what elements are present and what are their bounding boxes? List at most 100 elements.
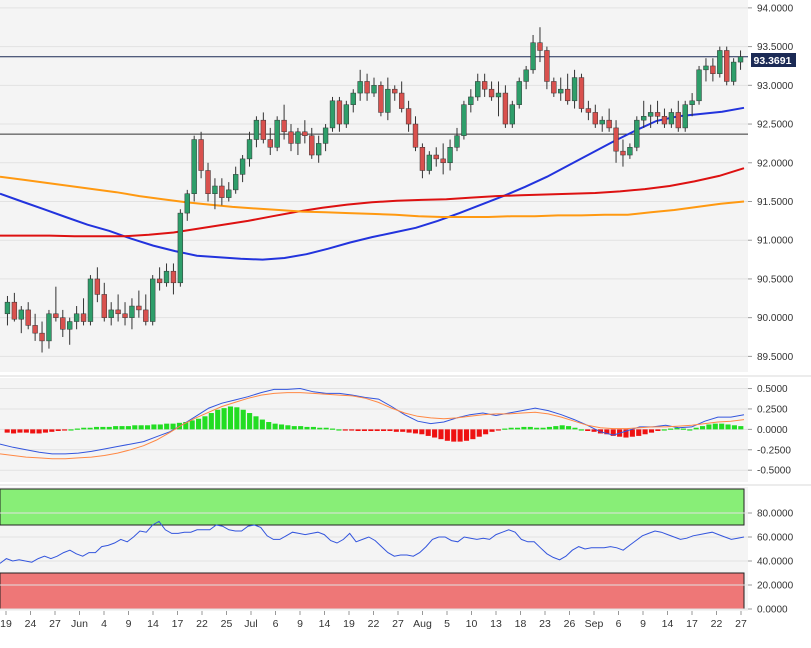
macd-histogram-bar [719,423,725,430]
macd-gridlines [0,388,748,471]
candle-body [537,42,543,51]
macd-histogram-bar [623,429,629,438]
macd-histogram-bar [725,424,731,430]
macd-histogram [4,406,744,442]
candle-body [150,278,156,322]
macd-histogram-bar [661,429,667,431]
rsi-zone-band [0,488,745,526]
candle-body [544,50,550,82]
candle-body [592,112,598,125]
candle-body [329,100,336,129]
candle-body [461,104,467,136]
x-tick-label: 5 [444,618,450,630]
macd-histogram-bar [610,429,616,436]
y-tick-label: 93.0000 [757,81,794,92]
y-tick-label: -0.2500 [757,445,791,456]
x-tick-label: 19 [0,618,12,630]
macd-histogram-bar [291,426,297,430]
macd-histogram-bar [202,416,208,430]
macd-histogram-bar [170,423,176,430]
candle-body [481,81,488,90]
macd-histogram-bar [546,426,552,430]
macd-histogram-bar [329,428,336,430]
candle-body [710,65,716,74]
candle-body [488,88,495,98]
x-tick-label: 22 [711,618,723,630]
candle-body [551,81,557,94]
macd-histogram-bar [463,429,470,441]
macd-histogram-bar [412,429,419,434]
macd-histogram-bar [323,427,329,430]
candle-body [101,294,107,318]
candle-body [260,119,267,140]
candle-body [239,158,246,175]
candle-body [253,119,260,140]
y-tick-label: 60.0000 [757,533,794,544]
candle-body [578,77,585,109]
macd-histogram-bar [151,424,157,430]
x-tick-label: Aug [413,618,432,630]
candle-body [523,69,529,82]
macd-histogram-bar [234,407,240,430]
macd-histogram-bar [738,426,744,430]
candle-body [274,119,280,148]
macd-histogram-bar [183,422,189,430]
macd-histogram-bar [125,426,131,430]
macd-histogram-bar [483,429,489,435]
candle-body [378,85,384,113]
macd-histogram-bar [278,424,285,430]
macd-histogram-bar [387,429,393,431]
macd-line [0,387,745,455]
candle-body [661,116,668,125]
macd-histogram-bar [393,429,399,432]
moving-average-lines [0,106,745,261]
macd-histogram-bar [521,426,527,430]
candle-body [18,309,24,320]
x-tick-label: Sep [585,618,604,630]
macd-histogram-bar [419,429,425,435]
candle-body [163,270,170,284]
candle-body [115,309,121,315]
x-tick-label: 27 [735,618,747,630]
candle-body [46,313,52,342]
candle-body [717,50,723,74]
macd-signal-lines [0,387,745,460]
y-tick-label: 93.5000 [757,42,794,53]
macd-histogram-bar [30,429,36,434]
x-tick-label: 17 [172,618,184,630]
x-tick-label: 9 [126,618,132,630]
y-tick-label: 0.5000 [757,384,788,395]
macd-histogram-bar [266,422,272,430]
y-tick-label: 20.0000 [757,581,794,592]
x-tick-label: 6 [616,618,622,630]
macd-histogram-bar [253,416,259,430]
candle-body [143,309,149,322]
macd-histogram-bar [648,429,655,433]
x-tick-label: 27 [392,618,404,630]
macd-histogram-bar [138,425,144,430]
macd-histogram-bar [259,419,265,430]
candle-body [682,104,688,129]
macd-histogram-bar [553,426,559,430]
macd-panel: 0.5000 0.2500 0.0000 -0.2500 -0.5000 [0,378,791,482]
y-tick-label: 89.5000 [757,352,794,363]
candle-body [129,305,135,318]
macd-histogram-bar [578,429,584,431]
macd-histogram-bar [355,429,361,431]
macd-histogram-bar [361,429,367,431]
x-tick-label: 9 [640,618,646,630]
candle-body [419,147,426,171]
x-tick-label: 9 [297,618,303,630]
macd-histogram-bar [540,427,546,430]
candle-body [689,100,695,105]
candle-body [322,127,329,144]
macd-histogram-bar [189,420,195,430]
x-tick-label: 6 [273,618,279,630]
macd-histogram-bar [457,429,463,442]
macd-histogram-bar [317,427,323,430]
candle-body [737,56,744,63]
y-tick-label: 80.0000 [757,509,794,520]
candle-body [620,150,626,156]
macd-histogram-bar [508,427,514,430]
y-tick-label: 90.5000 [757,274,794,285]
